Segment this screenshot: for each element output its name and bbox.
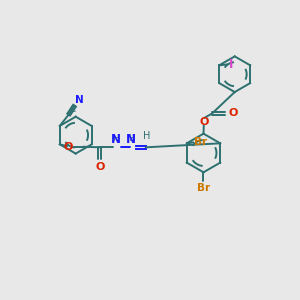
Text: Br: Br: [194, 137, 208, 147]
Text: Br: Br: [197, 183, 210, 193]
Text: I: I: [229, 58, 233, 71]
Text: C: C: [69, 105, 76, 114]
Text: O: O: [229, 108, 238, 118]
Text: H: H: [128, 134, 135, 142]
Text: O: O: [199, 117, 208, 128]
Text: N: N: [111, 134, 121, 146]
Text: O: O: [64, 142, 73, 152]
Text: H: H: [142, 131, 150, 141]
Text: N: N: [75, 94, 84, 104]
Text: H: H: [112, 134, 119, 142]
Text: N: N: [126, 134, 136, 146]
Text: O: O: [95, 163, 104, 172]
